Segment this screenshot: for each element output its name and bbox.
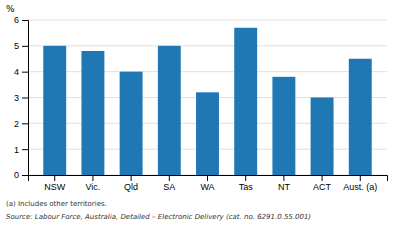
- x-tick: SA: [163, 175, 175, 192]
- x-tick-mark: [54, 175, 55, 181]
- x-tick-label: NT: [278, 182, 290, 192]
- x-tick-label: WA: [200, 182, 214, 192]
- bar: [158, 46, 181, 175]
- chart: 0 1 2 3 4 5 6 NSW Vic. Qld SA WA Tas NT ACT Aust. (a)% (…: [0, 0, 397, 227]
- bar: [272, 77, 295, 175]
- y-tick: 1: [14, 145, 28, 155]
- y-tick-mark: [22, 20, 28, 21]
- x-tick: Tas: [239, 175, 254, 192]
- x-tick: WA: [200, 175, 214, 192]
- y-tick-label: 1: [14, 145, 19, 155]
- y-tick: 2: [14, 119, 28, 129]
- x-tick-label: NSW: [44, 182, 66, 192]
- y-tick-label: 0: [14, 170, 19, 180]
- y-tick-label: 5: [14, 41, 19, 51]
- bar: [43, 46, 66, 175]
- bars: [43, 28, 371, 175]
- x-tick-label: Vic.: [86, 182, 101, 192]
- y-tick-mark: [22, 149, 28, 150]
- x-tick-label: Qld: [124, 182, 138, 192]
- x-tick-mark: [283, 175, 284, 181]
- x-tick-label: SA: [163, 182, 175, 192]
- footnote: Source: Labour Force, Australia, Detaile…: [6, 213, 311, 221]
- x-tick-label: Tas: [239, 182, 254, 192]
- y-axis-label: %: [6, 4, 15, 14]
- y-axis: 0 1 2 3 4 5 6: [14, 15, 29, 180]
- x-tick-mark: [360, 175, 361, 181]
- bar: [196, 92, 219, 175]
- y-tick-label: 3: [14, 93, 19, 103]
- grid-line: [28, 20, 387, 21]
- x-tick-mark: [322, 175, 323, 181]
- x-tick: NT: [278, 175, 290, 192]
- y-tick-mark: [22, 175, 28, 176]
- bar: [349, 59, 372, 175]
- bar: [234, 28, 257, 175]
- x-tick-mark: [207, 175, 208, 181]
- y-tick: 0: [14, 170, 28, 180]
- x-tick-mark: [131, 175, 132, 181]
- x-tick-mark: [169, 175, 170, 181]
- y-tick: 3: [14, 93, 28, 103]
- y-tick-label: 4: [14, 67, 19, 77]
- x-tick-label: ACT: [313, 182, 332, 192]
- bar: [120, 72, 143, 175]
- x-tick: NSW: [44, 175, 66, 192]
- bar: [81, 51, 104, 175]
- grid: [28, 20, 387, 175]
- plot: 0 1 2 3 4 5 6 NSW Vic. Qld SA WA Tas NT ACT Aust. (a): [14, 15, 388, 192]
- x-tick-mark: [245, 175, 246, 181]
- y-tick: 5: [14, 41, 28, 51]
- y-tick-mark: [22, 72, 28, 73]
- y-tick-mark: [22, 98, 28, 99]
- grid-line: [28, 45, 387, 46]
- footnote: (a) Includes other territories.: [6, 200, 107, 208]
- x-tick: Aust. (a): [343, 175, 377, 192]
- x-tick-mark: [92, 175, 93, 181]
- x-tick: Vic.: [86, 175, 101, 192]
- y-tick: 6: [14, 15, 28, 25]
- x-tick-label: Aust. (a): [343, 182, 377, 192]
- y-axis-line: [22, 21, 29, 176]
- bar: [311, 98, 334, 176]
- y-tick: 4: [14, 67, 28, 77]
- y-tick-mark: [22, 123, 28, 124]
- y-tick-label: 2: [14, 119, 19, 129]
- x-tick: Qld: [124, 175, 138, 192]
- y-tick-label: 6: [14, 15, 19, 25]
- x-axis: NSW Vic. Qld SA WA Tas NT ACT Aust. (a): [29, 175, 388, 192]
- x-tick: ACT: [313, 175, 332, 192]
- x-axis-line: [29, 176, 388, 182]
- y-tick-mark: [22, 46, 28, 47]
